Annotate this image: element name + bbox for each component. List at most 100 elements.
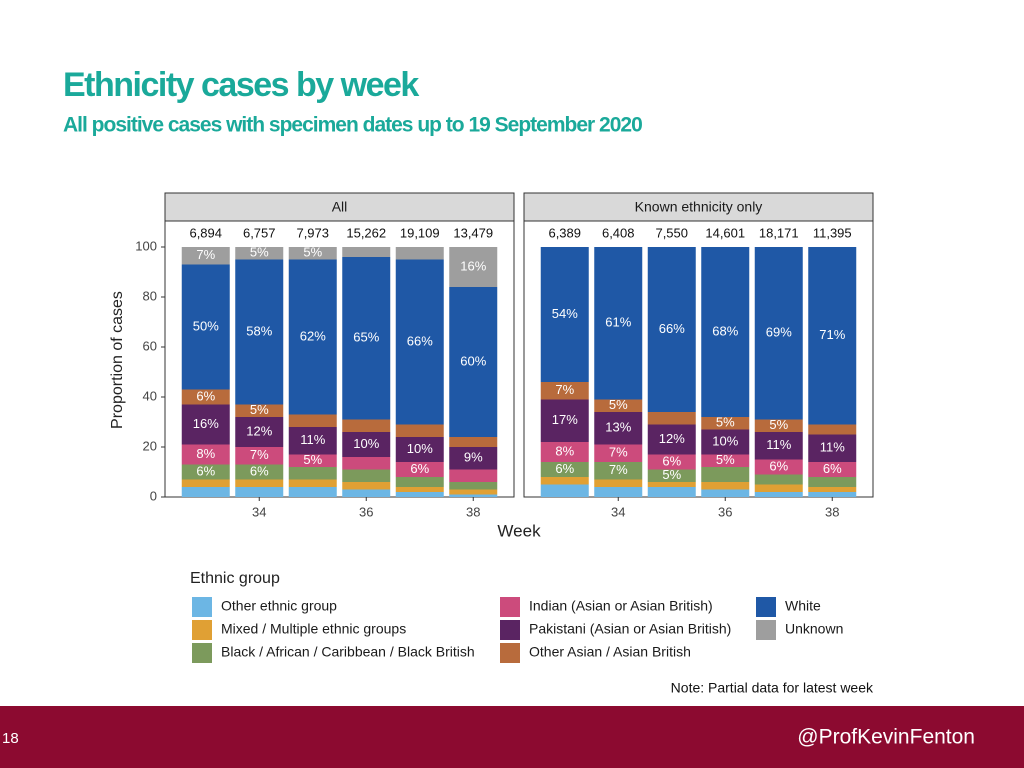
bar-total: 15,262 xyxy=(346,225,386,240)
bar-segment xyxy=(449,489,498,495)
bar-total: 6,894 xyxy=(189,225,222,240)
bar-segment xyxy=(449,247,498,287)
bar-segment xyxy=(288,479,337,487)
legend-label: Other ethnic group xyxy=(221,598,337,614)
bar-segment xyxy=(235,447,284,465)
data-label: 6% xyxy=(555,461,574,476)
x-tick-label: 38 xyxy=(825,504,839,519)
bar-segment xyxy=(395,477,444,487)
data-label: 5% xyxy=(716,415,735,430)
data-label: 60% xyxy=(460,353,486,368)
bar-total: 19,109 xyxy=(400,225,440,240)
bar-segment xyxy=(754,459,803,475)
bar-segment xyxy=(647,412,696,425)
bar-segment xyxy=(540,399,589,442)
bar-segment xyxy=(808,477,857,487)
bar-segment xyxy=(808,434,857,462)
data-label: 6% xyxy=(823,461,842,476)
bar-segment xyxy=(181,389,230,405)
bar-segment xyxy=(342,469,391,482)
data-label: 66% xyxy=(407,333,433,348)
bar-total: 6,389 xyxy=(548,225,581,240)
data-label: 10% xyxy=(712,433,738,448)
data-label: 7% xyxy=(196,247,215,262)
legend-swatch xyxy=(756,620,776,640)
bar-segment xyxy=(288,259,337,415)
slide-number: 18 xyxy=(2,730,19,747)
data-label: 9% xyxy=(464,450,483,465)
bar-total: 11,395 xyxy=(813,225,852,240)
data-label: 17% xyxy=(552,412,578,427)
bar-total: 6,757 xyxy=(243,225,276,240)
bar-segment xyxy=(342,432,391,457)
data-label: 5% xyxy=(609,397,628,412)
data-label: 5% xyxy=(303,245,322,260)
bar-segment xyxy=(647,247,696,412)
data-label: 62% xyxy=(300,328,326,343)
legend-swatch xyxy=(500,643,520,663)
bar-segment xyxy=(754,432,803,460)
bar-segment xyxy=(594,412,643,445)
data-label: 6% xyxy=(250,463,269,478)
bar-segment xyxy=(288,247,337,260)
note: Note: Partial data for latest week xyxy=(671,680,874,696)
x-tick-label: 34 xyxy=(611,504,625,519)
bar-total: 7,550 xyxy=(655,225,688,240)
data-label: 7% xyxy=(555,382,574,397)
x-tick-label: 34 xyxy=(252,504,266,519)
data-label: 68% xyxy=(712,323,738,338)
bar-segment xyxy=(540,462,589,477)
bar-segment xyxy=(540,442,589,462)
bar-segment xyxy=(288,487,337,497)
data-label: 5% xyxy=(662,467,681,482)
bar-segment xyxy=(808,487,857,492)
bar-segment xyxy=(808,247,857,425)
bar-segment xyxy=(181,487,230,497)
data-label: 58% xyxy=(246,323,272,338)
bar-segment xyxy=(647,469,696,482)
bar-segment xyxy=(449,469,498,482)
data-label: 11% xyxy=(820,440,845,455)
bar-segment xyxy=(594,444,643,462)
bar-segment xyxy=(288,467,337,480)
bar-segment xyxy=(342,419,391,432)
bar-segment xyxy=(288,427,337,455)
data-label: 5% xyxy=(303,452,322,467)
bar-segment xyxy=(235,247,284,260)
bar-segment xyxy=(540,247,589,382)
y-tick-label: 60 xyxy=(143,338,157,353)
legend-swatch xyxy=(192,620,212,640)
data-label: 65% xyxy=(353,330,379,345)
y-axis-label: Proportion of cases xyxy=(109,291,126,429)
data-label: 6% xyxy=(196,388,215,403)
legend-label: Black / African / Caribbean / Black Brit… xyxy=(221,644,475,660)
data-label: 6% xyxy=(769,458,788,473)
data-label: 11% xyxy=(766,437,791,452)
data-label: 6% xyxy=(662,453,681,468)
legend-label: Mixed / Multiple ethnic groups xyxy=(221,621,406,637)
bar-segment xyxy=(754,484,803,492)
bar-segment xyxy=(540,484,589,497)
bar-segment xyxy=(540,477,589,485)
bar-segment xyxy=(235,404,284,417)
y-tick-label: 20 xyxy=(143,438,157,453)
data-label: 7% xyxy=(250,447,269,462)
data-label: 10% xyxy=(353,436,379,451)
bar-total: 14,601 xyxy=(705,225,745,240)
data-label: 5% xyxy=(769,417,788,432)
bar-segment xyxy=(701,489,750,497)
bar-segment xyxy=(181,444,230,465)
data-label: 13% xyxy=(605,420,631,435)
bar-segment xyxy=(342,247,391,257)
facet-title: Known ethnicity only xyxy=(635,199,763,215)
bar-segment xyxy=(647,482,696,487)
data-label: 12% xyxy=(659,431,685,446)
bar-segment xyxy=(395,437,444,462)
legend-title: Ethnic group xyxy=(190,570,280,587)
data-label: 16% xyxy=(460,258,486,273)
bar-segment xyxy=(594,247,643,400)
legend-swatch xyxy=(500,597,520,617)
data-label: 54% xyxy=(552,306,578,321)
bar-segment xyxy=(754,492,803,497)
